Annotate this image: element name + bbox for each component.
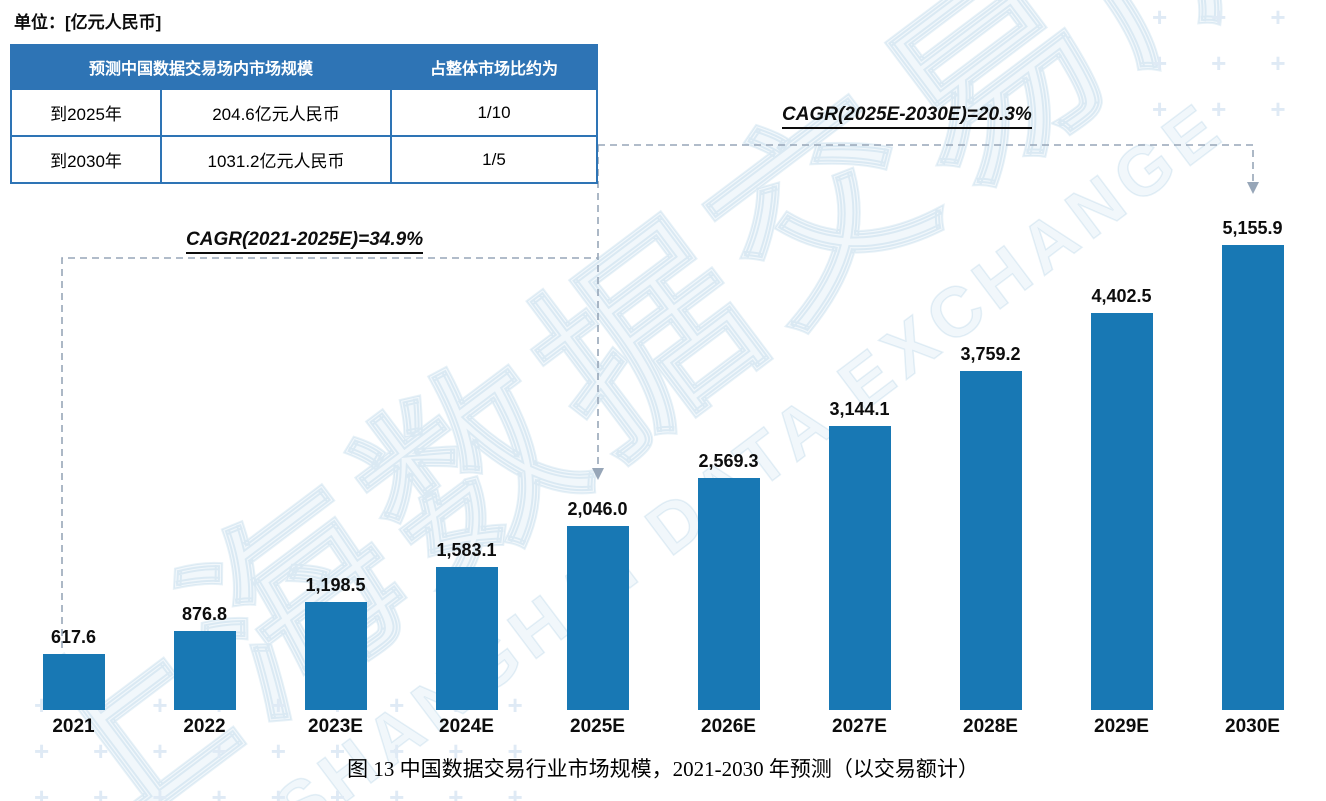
table-cell-year: 到2030年 bbox=[10, 135, 162, 184]
cagr2-connector-line bbox=[598, 144, 1254, 182]
bar-column: 4,402.5 bbox=[1056, 200, 1187, 710]
bar-value-label: 1,198.5 bbox=[305, 574, 366, 595]
bar-column: 3,144.1 bbox=[794, 200, 925, 710]
table-header-share: 占整体市场比约为 bbox=[390, 44, 598, 90]
figure-caption: 图 13 中国数据交易行业市场规模，2021-2030 年预测（以交易额计） bbox=[347, 757, 979, 781]
x-axis-label: 2030E bbox=[1225, 716, 1280, 737]
x-axis-label: 2021 bbox=[52, 716, 95, 737]
bar bbox=[1221, 245, 1284, 710]
down-arrow-icon bbox=[1247, 182, 1259, 194]
table-header-market-size: 预测中国数据交易场内市场规模 bbox=[10, 44, 392, 90]
bar-value-label: 5,155.9 bbox=[1222, 218, 1283, 238]
table-cell-year: 到2025年 bbox=[10, 88, 162, 137]
cagr-annotation-2025-2030: CAGR(2025E-2030E)=20.3% bbox=[782, 104, 1032, 129]
plus-pattern-top-right: +++ +++ +++ bbox=[1152, 2, 1326, 124]
bar-value-label: 876.8 bbox=[181, 603, 228, 624]
x-axis-label: 2022 bbox=[183, 716, 226, 737]
bar bbox=[1090, 312, 1153, 710]
bar-column: 2,046.0 bbox=[532, 200, 663, 710]
bar-column: 617.6 bbox=[8, 200, 139, 710]
table-header-row: 预测中国数据交易场内市场规模 占整体市场比约为 bbox=[10, 44, 598, 90]
bar-column: 1,583.1 bbox=[401, 200, 532, 710]
forecast-summary-table: 预测中国数据交易场内市场规模 占整体市场比约为 到2025年 204.6亿元人民… bbox=[10, 44, 598, 184]
bar-column: 2,569.3 bbox=[663, 200, 794, 710]
bar bbox=[42, 654, 105, 710]
unit-label: 单位：[亿元人民币] bbox=[14, 13, 162, 32]
bar-value-label: 4,402.5 bbox=[1091, 285, 1152, 306]
bar bbox=[828, 426, 891, 710]
x-axis-label: 2028E bbox=[963, 716, 1018, 737]
table-row: 到2025年 204.6亿元人民币 1/10 bbox=[10, 88, 598, 137]
bar-value-label: 2,569.3 bbox=[698, 451, 759, 472]
table-cell-value: 1031.2亿元人民币 bbox=[160, 135, 392, 184]
bar-value-label: 617.6 bbox=[50, 627, 97, 648]
bar-value-label: 2,046.0 bbox=[567, 498, 628, 519]
bar bbox=[173, 630, 236, 710]
bar bbox=[566, 525, 629, 710]
bar-chart-plot-area: 617.6 876.8 1,198.5 1,583.1 2,046.0 2,569.3 3,… bbox=[8, 200, 1318, 710]
bar-value-label: 1,583.1 bbox=[436, 540, 497, 561]
bar-column: 1,198.5 bbox=[270, 200, 401, 710]
x-axis-label: 2026E bbox=[701, 716, 756, 737]
bar bbox=[697, 478, 760, 710]
x-axis-label: 2024E bbox=[439, 716, 494, 737]
bar-column: 3,759.2 bbox=[925, 200, 1056, 710]
x-axis-label: 2025E bbox=[570, 716, 625, 737]
bar-value-label: 3,759.2 bbox=[960, 344, 1021, 364]
bar-value-label: 3,144.1 bbox=[829, 399, 890, 420]
x-axis-label: 2029E bbox=[1094, 716, 1149, 737]
bar-column: 876.8 bbox=[139, 200, 270, 710]
x-axis-label: 2027E bbox=[832, 716, 887, 737]
x-axis-labels: 2021 2022 2023E 2024E 2025E 2026E 2027E 2028E 20… bbox=[8, 716, 1318, 738]
bar bbox=[435, 567, 498, 710]
bar bbox=[304, 601, 367, 710]
bar bbox=[959, 371, 1022, 710]
table-cell-share: 1/5 bbox=[390, 135, 598, 184]
table-row: 到2030年 1031.2亿元人民币 1/5 bbox=[10, 135, 598, 184]
cagr-annotation-2021-2025: CAGR(2021-2025E)=34.9% bbox=[186, 229, 424, 254]
bar-column: 5,155.9 bbox=[1187, 200, 1318, 710]
table-cell-value: 204.6亿元人民币 bbox=[160, 88, 392, 137]
table-cell-share: 1/10 bbox=[390, 88, 598, 137]
x-axis-label: 2023E bbox=[308, 716, 363, 737]
